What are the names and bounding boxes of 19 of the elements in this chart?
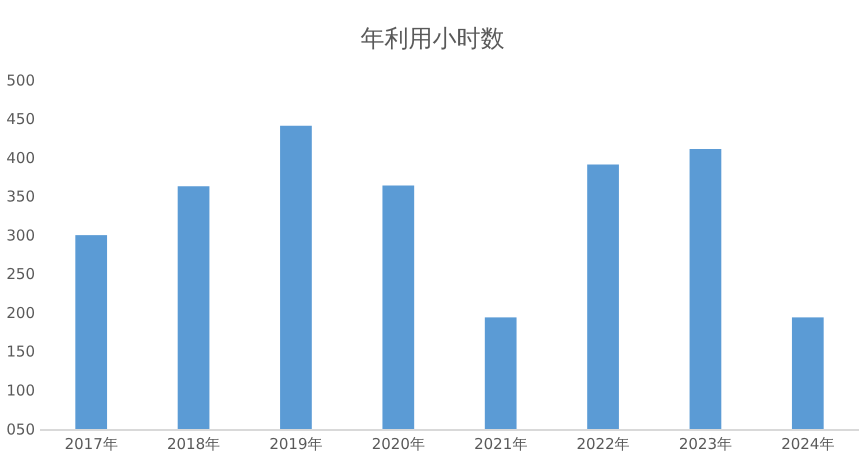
y-tick-label: 300 <box>6 226 35 244</box>
x-tick-label: 2019年 <box>269 434 323 453</box>
x-tick-label: 2021年 <box>474 434 528 453</box>
x-tick-label: 2024年 <box>781 434 834 453</box>
y-tick-label: 450 <box>6 110 35 128</box>
chart-title: 年利用小时数 <box>360 24 504 52</box>
y-tick-label: 250 <box>6 265 35 284</box>
x-tick-label: 2023年 <box>678 434 732 453</box>
y-tick-label: 100 <box>6 381 35 400</box>
x-tick-label: 2020年 <box>372 434 425 453</box>
y-tick-label: 150 <box>6 342 35 361</box>
y-tick-label: 200 <box>6 304 35 322</box>
x-tick-label: 2017年 <box>64 434 118 453</box>
y-tick-label: 400 <box>6 148 35 167</box>
y-tick-label: 050 <box>6 420 35 438</box>
x-tick-label: 2018年 <box>166 434 220 453</box>
y-tick-label: 500 <box>6 71 35 90</box>
x-tick-label: 2022年 <box>576 434 630 453</box>
y-tick-label: 350 <box>6 188 35 206</box>
